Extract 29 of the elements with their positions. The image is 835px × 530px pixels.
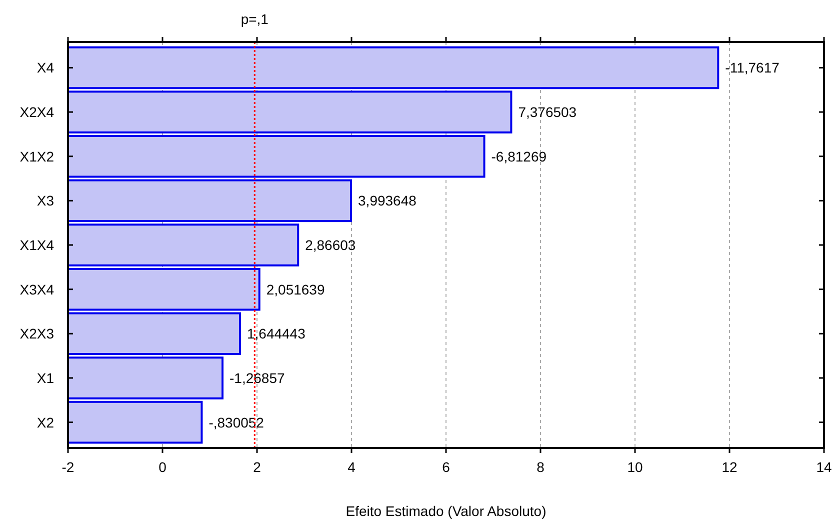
x-tick-label: -2 <box>62 459 74 475</box>
annotation: 7,376503 <box>518 104 577 120</box>
annotation: -1,26857 <box>230 370 285 386</box>
annotation: 2,86603 <box>305 237 356 253</box>
annotation: 2,051639 <box>266 281 325 298</box>
x-tick-label: 10 <box>627 459 643 475</box>
y-tick-label: X2 <box>36 414 54 430</box>
y-tick-label: X3X4 <box>20 281 54 298</box>
y-tick-label: X1 <box>36 370 54 386</box>
x-tick-label: 6 <box>442 459 450 475</box>
annotation: -11,7617 <box>725 60 780 76</box>
annotation: -,830052 <box>208 414 264 430</box>
ref-line-label: p=,1 <box>240 11 269 27</box>
annotation: 1,644443 <box>246 326 306 342</box>
x-tick-label: 0 <box>158 459 167 475</box>
x-tick-label: 4 <box>348 459 356 475</box>
y-tick-label: X1X2 <box>20 148 54 164</box>
x-axis-title: Efeito Estimado (Valor Absoluto) <box>346 503 546 519</box>
y-tick-label: X2X3 <box>20 326 54 342</box>
y-tick-label: X1X4 <box>20 237 54 253</box>
x-tick-label: 8 <box>536 459 545 475</box>
annotation: -6,81269 <box>491 148 547 164</box>
y-tick-label: X3 <box>36 192 54 209</box>
x-tick-label: 2 <box>253 459 262 475</box>
x-tick-label: 12 <box>722 459 738 475</box>
y-tick-label: X2X4 <box>20 104 54 120</box>
x-tick-label: 14 <box>816 459 832 475</box>
annotation: 3,993648 <box>358 192 417 209</box>
y-tick-label: X4 <box>36 60 54 76</box>
